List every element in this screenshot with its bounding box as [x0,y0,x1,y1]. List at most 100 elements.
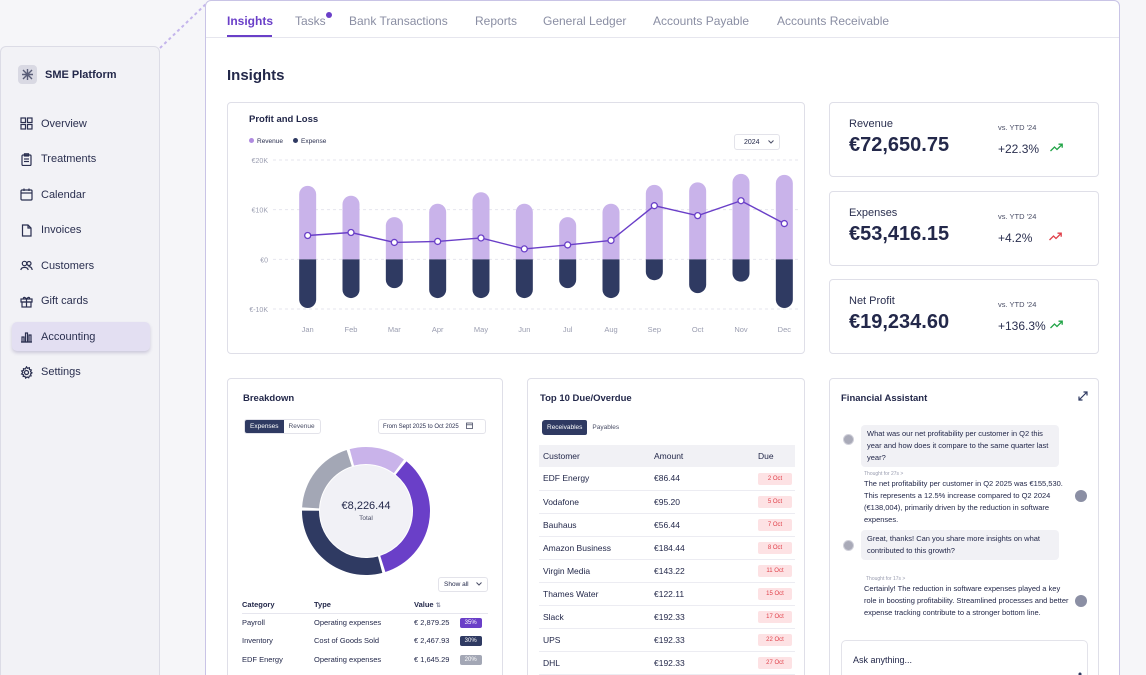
expand-icon[interactable] [1078,391,1088,401]
trend-up-icon [1050,320,1063,329]
profit-loss-chart: €20K €10K €0 €-10K Jan Feb Mar Apr May Jun Jul Aug S… [249,158,798,334]
table-row[interactable]: DHL €192.33 27 Oct [539,651,795,675]
column-header-value[interactable]: Value ⇅ [414,597,460,614]
line-point [737,197,745,205]
donut-segment[interactable] [302,510,383,575]
value-cell: € 2,467.93 [414,636,450,646]
donut-segment[interactable] [380,461,430,572]
amount-cell: €184.44 [650,536,754,560]
tab-tasks[interactable]: Tasks [295,14,326,28]
customer-cell: EDF Energy [539,467,650,491]
x-tick-label: Sep [648,325,661,334]
due-badge: 17 Oct [758,611,792,623]
toggle-revenue[interactable]: Revenue [288,423,315,430]
column-header: Type [314,597,414,614]
x-tick-label: Jan [302,325,314,334]
x-tick-label: Apr [432,325,444,334]
sidebar-item-label: Overview [41,117,87,130]
sidebar-item-calendar[interactable]: Calendar [12,180,150,209]
chevron-down-icon [475,581,482,588]
line-point [390,238,398,247]
kpi-card-expenses: Expenses €53,416.15 vs. YTD '24 +4.2% [829,191,1099,266]
sidebar-item-overview[interactable]: Overview [12,109,150,138]
donut-segment[interactable] [349,447,404,474]
toggle-receivables[interactable]: Receivables [542,420,588,435]
revenue-bar [515,203,533,260]
y-tick-label: €0 [260,257,268,264]
table-row[interactable]: Payroll Operating expenses € 2,879.25 35… [242,613,488,632]
table-row[interactable]: Amazon Business €184.44 8 Oct [539,536,795,560]
customer-cell: Thames Water [539,582,650,606]
card-title: Breakdown [243,393,295,404]
kpi-comparison: vs. YTD '24 [998,212,1037,221]
date-range-picker[interactable]: From Sept 2025 to Oct 2025 [378,419,486,434]
tab-insights[interactable]: Insights [227,14,274,28]
sidebar-item-invoices[interactable]: Invoices [12,216,150,245]
x-tick-label: Jul [563,325,573,334]
table-row[interactable]: Thames Water €122.11 15 Oct [539,582,795,606]
sidebar-item-gift-cards[interactable]: Gift cards [12,287,150,316]
sidebar-item-customers[interactable]: Customers [12,251,150,280]
tab-general-ledger[interactable]: General Ledger [543,14,627,28]
revenue-bar [342,195,360,260]
show-all-select[interactable]: Show all [438,577,488,592]
brand[interactable]: SME Platform [18,65,117,84]
table-row[interactable]: Bauhaus €56.44 7 Oct [539,513,795,537]
toggle-payables[interactable]: Payables [592,424,620,431]
sidebar-item-label: Invoices [41,224,82,236]
active-tab-indicator [227,35,272,37]
tab-accounts-receivable[interactable]: Accounts Receivable [777,14,890,28]
thought-duration[interactable]: Thought for 27s > [864,471,904,477]
amount-cell: €192.33 [650,628,754,652]
document-icon [20,223,33,237]
thought-duration[interactable]: Thought for 17s > [866,576,906,582]
table-row[interactable]: EDF Energy Operating expenses € 1,645.29… [242,650,488,669]
customer-cell: DHL [539,651,650,675]
table-row[interactable]: Slack €192.33 17 Oct [539,605,795,629]
due-toggle: Receivables Payables [542,420,624,435]
donut-segment[interactable] [302,450,352,509]
kpi-value: €53,416.15 [849,223,950,245]
type-cell: Cost of Goods Sold [314,636,380,646]
microphone-icon[interactable] [1077,667,1083,675]
table-row[interactable]: Virgin Media €143.22 11 Oct [539,559,795,583]
table-row[interactable]: EDF Energy €86.44 2 Oct [539,467,795,491]
revenue-bar [775,174,793,260]
revenue-bar [602,203,620,260]
clipboard-icon [20,152,33,166]
percent-badge: 30% [459,636,482,647]
connector-line [159,1,209,49]
sidebar-item-label: Gift cards [41,295,89,307]
tab-accounts-payable[interactable]: Accounts Payable [653,14,750,28]
donut-total-label: Total [359,515,373,522]
toggle-expenses[interactable]: Expenses [245,420,284,433]
line-point [304,231,312,240]
sidebar-item-label: Treatments [41,153,97,165]
tab-reports[interactable]: Reports [475,14,518,28]
year-select[interactable]: 2024 [734,134,780,150]
expense-bar [342,259,360,299]
sidebar-item-label: Settings [41,366,81,378]
kpi-value: €72,650.75 [849,134,950,156]
assistant-avatar [1075,595,1087,607]
expense-bar [775,259,793,309]
column-header: Amount [650,445,754,467]
table-row[interactable]: Inventory Cost of Goods Sold € 2,467.93 … [242,632,488,651]
legend-item-expense: Expense [293,138,326,145]
table-row[interactable]: Vodafone €95.20 5 Oct [539,490,795,514]
y-tick-label: €20K [252,158,269,165]
calendar-icon [20,188,33,201]
x-tick-label: Feb [345,325,358,334]
sidebar-item-settings[interactable]: Settings [12,358,150,387]
table-row[interactable]: UPS €192.33 22 Oct [539,628,795,652]
users-icon [20,259,33,272]
chat-input[interactable]: Ask anything... [841,640,1088,675]
percent-badge: 20% [459,654,482,665]
revenue-bar [472,192,490,260]
tab-bank-transactions[interactable]: Bank Transactions [349,14,448,28]
column-header: Category [242,597,314,614]
sidebar-item-treatments[interactable]: Treatments [12,145,150,174]
column-header: Customer [539,445,650,467]
sidebar-item-accounting[interactable]: Accounting [12,322,150,351]
due-badge: 11 Oct [758,565,792,577]
